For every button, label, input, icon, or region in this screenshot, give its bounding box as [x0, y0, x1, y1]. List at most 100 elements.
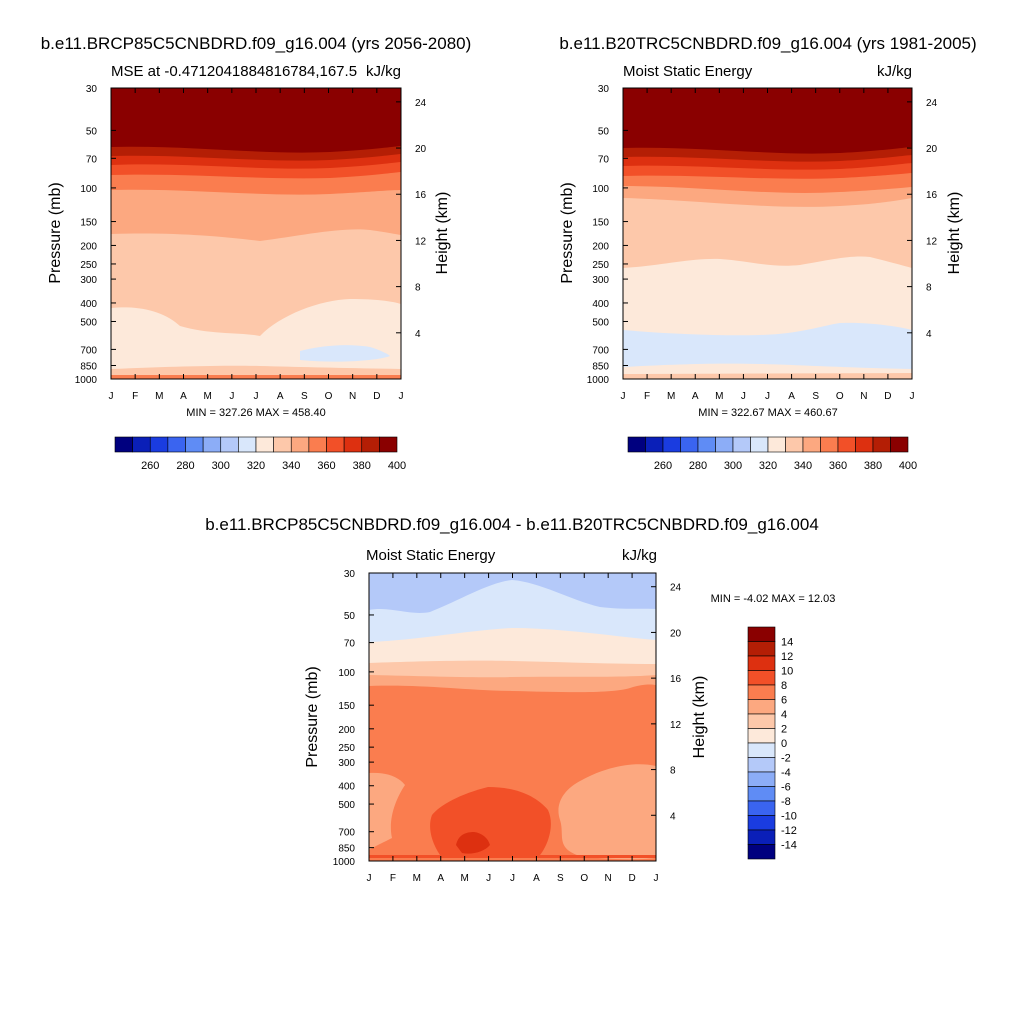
colorbar-label: 380	[353, 460, 371, 472]
colorbar-swatch	[747, 771, 776, 787]
y2-tick-label: 4	[415, 329, 421, 340]
panel-3: b.e11.BRCP85C5CNBDRD.f09_g16.004 - b.e11…	[205, 515, 835, 884]
y2-tick-label: 24	[415, 98, 427, 109]
y2-tick-label: 12	[670, 720, 682, 731]
y-tick-label: 500	[338, 800, 355, 811]
x-tick-label: O	[836, 391, 844, 402]
panel3-stats: MIN = -4.02 MAX = 12.03	[711, 593, 836, 605]
colorbar-label: -8	[781, 796, 791, 808]
colorbar-label: 280	[689, 460, 707, 472]
colorbar-label: 360	[829, 460, 847, 472]
colorbar-swatch	[290, 436, 310, 453]
x-tick-label: M	[460, 873, 468, 884]
x-tick-label: D	[884, 391, 891, 402]
y-tick-label: 70	[86, 154, 98, 165]
y-tick-label: 850	[338, 844, 355, 855]
y-tick-label: 100	[338, 668, 355, 679]
colorbar-swatch	[747, 684, 776, 700]
colorbar-swatch	[767, 436, 786, 453]
colorbar-label: 260	[654, 460, 672, 472]
colorbar-swatch	[747, 742, 776, 758]
y-tick-label: 1000	[333, 857, 356, 868]
y-tick-label: 250	[592, 260, 609, 271]
colorbar-swatch	[747, 844, 776, 860]
colorbar-label: 400	[899, 460, 917, 472]
y-tick-label: 150	[338, 701, 355, 712]
x-tick-label: D	[373, 391, 380, 402]
x-tick-label: J	[765, 391, 770, 402]
y-tick-label: 700	[80, 345, 97, 356]
panel1-y2label: Height (km)	[434, 192, 451, 275]
panel2-axes: J F M A M J J A S O N D J 30 50 70 100 150 200 250 300 400 500…	[587, 84, 938, 402]
x-tick-label: N	[605, 873, 612, 884]
y-tick-label: 500	[592, 317, 609, 328]
panel2-title: b.e11.B20TRC5CNBDRD.f09_g16.004 (yrs 198…	[559, 34, 976, 53]
colorbar-swatch	[747, 670, 776, 686]
y-tick-label: 150	[80, 218, 97, 229]
y-tick-label: 200	[592, 241, 609, 252]
y2-tick-label: 8	[670, 766, 676, 777]
y2-tick-label: 12	[926, 236, 938, 247]
y-tick-label: 700	[338, 828, 355, 839]
y-tick-label: 850	[80, 362, 97, 373]
x-tick-label: M	[155, 391, 163, 402]
x-tick-label: F	[644, 391, 650, 402]
colorbar-swatch	[747, 757, 776, 773]
panel3-ylabel: Pressure (mb)	[304, 666, 321, 767]
y2-tick-label: 8	[926, 283, 932, 294]
panel3-contours	[369, 573, 656, 861]
panel1-left-string: MSE at -0.4712041884816784,167.5	[111, 63, 357, 80]
colorbar-swatch	[343, 436, 363, 453]
x-tick-label: J	[229, 391, 234, 402]
y-tick-label: 30	[598, 84, 610, 95]
y-tick-label: 300	[338, 758, 355, 769]
colorbar-swatch	[747, 800, 776, 816]
colorbar-swatch	[379, 436, 398, 453]
colorbar-swatch	[627, 436, 646, 453]
colorbar-swatch	[715, 436, 734, 453]
colorbar-label: 6	[781, 695, 787, 707]
x-tick-label: J	[741, 391, 746, 402]
y-tick-label: 400	[80, 299, 97, 310]
colorbar-swatch	[747, 786, 776, 802]
x-tick-label: M	[715, 391, 723, 402]
panel3-colorbar: 14 12 10 8 6 4 2 0 -2 -4 -6 -8 -10 -12 -14	[747, 626, 797, 860]
panel2-colorbar: 260 280 300 320 340 360 380 400	[627, 436, 917, 472]
colorbar-label: 300	[724, 460, 742, 472]
colorbar-swatch	[255, 436, 274, 453]
colorbar-swatch	[750, 436, 769, 453]
colorbar-swatch	[747, 626, 776, 642]
y-tick-label: 50	[86, 126, 98, 137]
y-tick-label: 70	[344, 639, 356, 650]
colorbar-label: -10	[781, 811, 797, 823]
colorbar-swatch	[149, 436, 169, 453]
y2-tick-label: 16	[670, 674, 682, 685]
y-tick-label: 300	[592, 275, 609, 286]
colorbar-swatch	[747, 829, 776, 845]
panel3-left-string: Moist Static Energy	[366, 547, 496, 564]
x-tick-label: J	[399, 391, 404, 402]
x-tick-label: O	[325, 391, 333, 402]
y2-tick-label: 12	[415, 236, 427, 247]
x-tick-label: D	[628, 873, 635, 884]
contour-fill	[369, 772, 405, 850]
x-tick-label: A	[437, 873, 444, 884]
y-tick-label: 100	[592, 184, 609, 195]
x-tick-label: S	[557, 873, 564, 884]
colorbar-label: 2	[781, 724, 787, 736]
colorbar-swatch	[185, 436, 204, 453]
panel1-ylabel: Pressure (mb)	[47, 182, 64, 283]
panel1-axes: J F M A M J J A S O N D J 30 50 70 100 150 200 250 300 400 500…	[75, 84, 427, 402]
colorbar-label: 4	[781, 709, 787, 721]
x-tick-label: J	[621, 391, 626, 402]
panel2-y2label: Height (km)	[946, 192, 963, 275]
y-tick-label: 50	[344, 611, 356, 622]
panel1-units: kJ/kg	[366, 63, 401, 80]
panel1-stats: MIN = 327.26 MAX = 458.40	[186, 407, 325, 419]
colorbar-label: 340	[794, 460, 812, 472]
panel-1: b.e11.BRCP85C5CNBDRD.f09_g16.004 (yrs 20…	[41, 34, 472, 472]
panel2-units: kJ/kg	[877, 63, 912, 80]
panel2-left-string: Moist Static Energy	[623, 63, 753, 80]
colorbar-swatch	[308, 436, 327, 453]
contour-fill	[300, 345, 390, 362]
